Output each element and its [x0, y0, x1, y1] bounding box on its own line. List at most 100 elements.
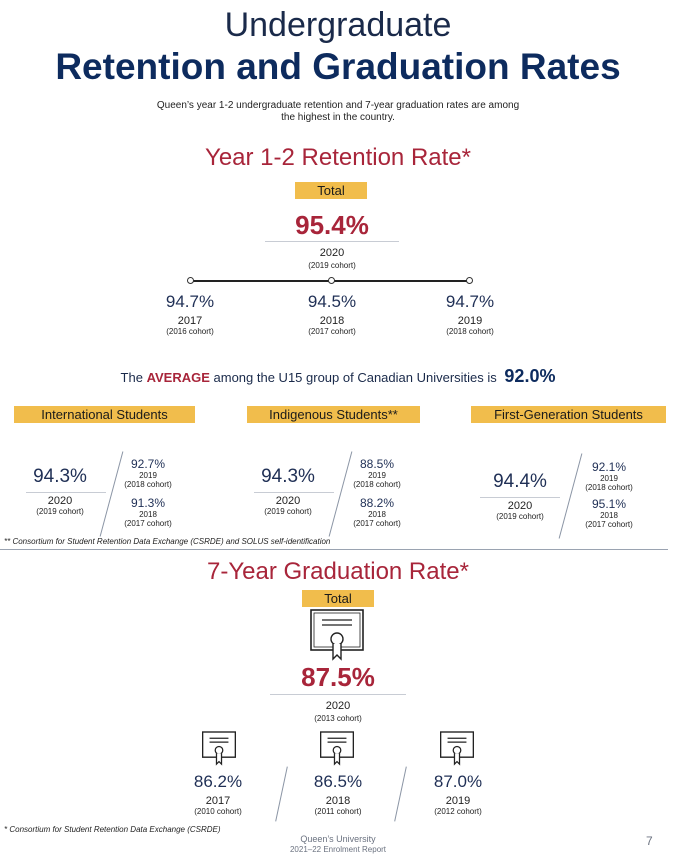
side-value: 92.7%: [130, 457, 166, 471]
diploma-icon: [439, 731, 475, 767]
history-year: 2019: [457, 315, 483, 327]
retention-history-item: 94.7% 2019 (2018 cohort): [420, 292, 520, 336]
group-main-value: 94.4%: [493, 471, 547, 492]
history-slash: [275, 766, 288, 822]
history-year: 2017: [177, 315, 203, 327]
group-main-first-generation: 94.4% 2020 (2019 cohort): [476, 471, 564, 521]
retention-total-value: 95.4%: [295, 210, 369, 240]
history-year: 2017: [205, 795, 231, 807]
history-cohort: (2011 cohort): [314, 807, 362, 816]
side-value: 92.1%: [591, 460, 627, 474]
history-value: 94.7%: [445, 292, 495, 311]
history-value: 94.7%: [165, 292, 215, 311]
retention-history-item: 94.5% 2018 (2017 cohort): [282, 292, 382, 336]
group-main-year: 2020: [47, 495, 73, 507]
side-value: 91.3%: [130, 496, 166, 510]
history-cohort: (2016 cohort): [166, 327, 214, 336]
graduation-total-value: 87.5%: [301, 662, 375, 692]
group-tag-international: International Students: [14, 406, 195, 423]
group-main-indigenous: 94.3% 2020 (2019 cohort): [244, 466, 334, 516]
graduation-total-divider: [270, 694, 406, 695]
diploma-icon: [201, 731, 237, 767]
footnote-groups: ** Consortium for Student Retention Data…: [4, 537, 331, 546]
group-main-year: 2020: [507, 500, 533, 512]
side-year: 2018: [139, 510, 157, 519]
side-year: 2019: [600, 474, 618, 483]
group-main-value: 94.3%: [261, 466, 315, 487]
history-value: 87.0%: [433, 772, 483, 791]
history-cohort: (2012 cohort): [434, 807, 482, 816]
timeline-dot: [466, 277, 473, 284]
timeline-dot: [328, 277, 335, 284]
retention-total-divider: [265, 241, 399, 242]
graduation-total-cohort: (2013 cohort): [314, 714, 362, 723]
graduation-total-tag: Total: [302, 590, 374, 607]
diploma-icon: [319, 731, 355, 767]
side-year: 2018: [600, 511, 618, 520]
history-year: 2018: [319, 315, 345, 327]
history-slash: [394, 766, 407, 822]
group-side-item: 92.1% 2019 (2018 cohort): [577, 460, 641, 492]
average-keyword: AVERAGE: [146, 370, 210, 385]
side-cohort: (2018 cohort): [353, 480, 401, 489]
side-cohort: (2017 cohort): [124, 519, 172, 528]
group-main-year: 2020: [275, 495, 301, 507]
side-cohort: (2017 cohort): [353, 519, 401, 528]
intro-line1: Queen’s year 1-2 undergraduate retention…: [156, 100, 520, 111]
retention-total-cohort: (2019 cohort): [308, 261, 356, 270]
graduation-history-item: 86.2% 2017 (2010 cohort): [168, 772, 268, 816]
retention-heading: Year 1-2 Retention Rate*: [205, 144, 471, 171]
u15-average-statement: The AVERAGE among the U15 group of Canad…: [0, 366, 676, 387]
group-main-international: 94.3% 2020 (2019 cohort): [16, 466, 106, 516]
side-value: 88.2%: [359, 496, 395, 510]
side-value: 95.1%: [591, 497, 627, 511]
group-main-cohort: (2019 cohort): [264, 507, 312, 516]
group-side-item: 91.3% 2018 (2017 cohort): [116, 496, 180, 528]
group-side-item: 92.7% 2019 (2018 cohort): [116, 457, 180, 489]
side-year: 2019: [368, 471, 386, 480]
intro-line2: the highest in the country.: [281, 112, 395, 123]
group-main-divider: [480, 497, 560, 498]
side-year: 2018: [368, 510, 386, 519]
average-suffix: among the U15 group of Canadian Universi…: [213, 370, 497, 385]
page-title-line1: Undergraduate: [224, 6, 452, 44]
side-cohort: (2018 cohort): [124, 480, 172, 489]
graduation-heading: 7-Year Graduation Rate*: [207, 558, 469, 585]
side-cohort: (2017 cohort): [585, 520, 633, 529]
retention-history-item: 94.7% 2017 (2016 cohort): [140, 292, 240, 336]
footer-org: Queen’s University: [300, 834, 376, 844]
retention-total-tag: Total: [295, 182, 367, 199]
group-main-cohort: (2019 cohort): [36, 507, 84, 516]
history-year: 2019: [445, 795, 471, 807]
page-title-line2: Retention and Graduation Rates: [55, 46, 621, 87]
group-tag-indigenous: Indigenous Students**: [247, 406, 420, 423]
side-value: 88.5%: [359, 457, 395, 471]
section-divider: [0, 549, 668, 550]
graduation-total-year: 2020: [325, 700, 351, 712]
side-cohort: (2018 cohort): [585, 483, 633, 492]
footer-report: 2021–22 Enrolment Report: [289, 845, 387, 854]
group-side-item: 88.5% 2019 (2018 cohort): [345, 457, 409, 489]
group-side-item: 95.1% 2018 (2017 cohort): [577, 497, 641, 529]
diploma-icon: [310, 609, 364, 663]
footnote-csrde: * Consortium for Student Retention Data …: [4, 825, 221, 834]
average-prefix: The: [120, 370, 143, 385]
group-tag-first-generation: First-Generation Students: [471, 406, 666, 423]
retention-total-year: 2020: [319, 247, 345, 259]
history-cohort: (2010 cohort): [194, 807, 242, 816]
page-number: 7: [646, 834, 653, 848]
history-year: 2018: [325, 795, 351, 807]
group-main-divider: [26, 492, 106, 493]
group-main-divider: [254, 492, 334, 493]
timeline-dot: [187, 277, 194, 284]
average-value: 92.0%: [504, 366, 556, 386]
history-cohort: (2017 cohort): [308, 327, 356, 336]
graduation-history-item: 86.5% 2018 (2011 cohort): [288, 772, 388, 816]
graduation-history-item: 87.0% 2019 (2012 cohort): [408, 772, 508, 816]
history-value: 86.5%: [313, 772, 363, 791]
side-year: 2019: [139, 471, 157, 480]
group-main-value: 94.3%: [33, 466, 87, 487]
history-cohort: (2018 cohort): [446, 327, 494, 336]
history-value: 94.5%: [307, 292, 357, 311]
group-side-item: 88.2% 2018 (2017 cohort): [345, 496, 409, 528]
